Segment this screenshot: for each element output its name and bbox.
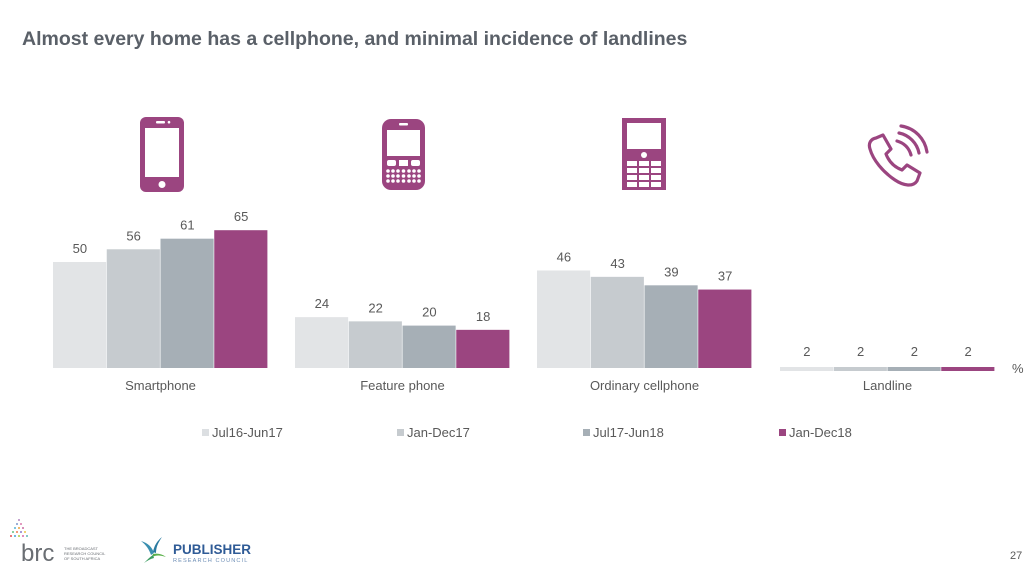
legend-swatch: [779, 429, 786, 436]
bar-landline-1: [833, 367, 887, 371]
brc-wordmark: brc: [21, 540, 54, 567]
bar-ordinary-cellphone-3: [698, 289, 752, 368]
legend-item: Jul17-Jun18: [583, 425, 664, 440]
prc-name: PUBLISHER: [173, 542, 251, 557]
legend-swatch: [397, 429, 404, 436]
category-label: Smartphone: [125, 378, 196, 393]
bar-ordinary-cellphone-0: [537, 270, 591, 368]
smartphone-icon: [140, 117, 184, 192]
bar-ordinary-cellphone-1: [590, 276, 644, 368]
bar-feature-phone-3: [456, 329, 510, 368]
bar-landline-0: [780, 367, 834, 371]
value-label: 2: [857, 344, 864, 359]
bar-landline-3: [941, 367, 995, 371]
value-label: 43: [610, 256, 624, 271]
value-label: 2: [803, 344, 810, 359]
category-label: Feature phone: [360, 378, 445, 393]
feature-phone-icon: [382, 119, 425, 190]
bar-smartphone-2: [160, 238, 214, 368]
value-label: 65: [234, 209, 248, 224]
page-number: 27: [1010, 550, 1023, 562]
legend-label: Jul16-Jun17: [212, 425, 283, 440]
legend-swatch: [202, 429, 209, 436]
bar-smartphone-0: [53, 262, 107, 368]
brc-line2: RESEARCH COUNCIL: [64, 551, 106, 556]
brc-line3: OF SOUTH AFRICA: [64, 556, 101, 561]
brc-line1: THE BROADCAST: [64, 546, 99, 551]
value-label: 2: [911, 344, 918, 359]
brc-logo: brc THE BROADCAST RESEARCH COUNCIL OF SO…: [10, 519, 106, 567]
slide-title: Almost every home has a cellphone, and m…: [22, 28, 688, 50]
value-label: 61: [180, 218, 194, 233]
brc-dots-mark: [10, 519, 28, 537]
value-label: 37: [718, 269, 732, 284]
landline-phone-icon: [867, 124, 929, 187]
bar-landline-2: [887, 367, 941, 371]
bar-feature-phone-2: [402, 325, 456, 368]
legend-label: Jul17-Jun18: [593, 425, 664, 440]
legend-item: Jan-Dec17: [397, 425, 470, 440]
value-label: 50: [73, 241, 87, 256]
bar-feature-phone-0: [295, 317, 349, 368]
category-label: Landline: [863, 378, 912, 393]
legend-label: Jan-Dec18: [789, 425, 852, 440]
value-label: 18: [476, 309, 490, 324]
value-label: 46: [557, 249, 571, 264]
ordinary-cellphone-icon: [622, 118, 666, 190]
value-label: 20: [422, 305, 436, 320]
legend-item: Jan-Dec18: [779, 425, 852, 440]
legend-swatch: [583, 429, 590, 436]
bar-ordinary-cellphone-2: [644, 285, 698, 368]
value-label: 22: [368, 300, 382, 315]
bar-smartphone-3: [214, 230, 268, 368]
value-label: 2: [965, 344, 972, 359]
prc-star-mark: [141, 537, 166, 563]
value-label: 24: [315, 296, 329, 311]
unit-label: %: [1012, 361, 1024, 376]
value-label: 56: [126, 228, 140, 243]
publisher-research-council-logo: PUBLISHER RESEARCH COUNCIL: [141, 537, 251, 564]
prc-subtitle: RESEARCH COUNCIL: [173, 558, 248, 564]
category-label: Ordinary cellphone: [590, 378, 699, 393]
legend-item: Jul16-Jun17: [202, 425, 283, 440]
bar-feature-phone-1: [348, 321, 402, 368]
value-label: 39: [664, 264, 678, 279]
legend-label: Jan-Dec17: [407, 425, 470, 440]
bar-smartphone-1: [106, 249, 160, 368]
